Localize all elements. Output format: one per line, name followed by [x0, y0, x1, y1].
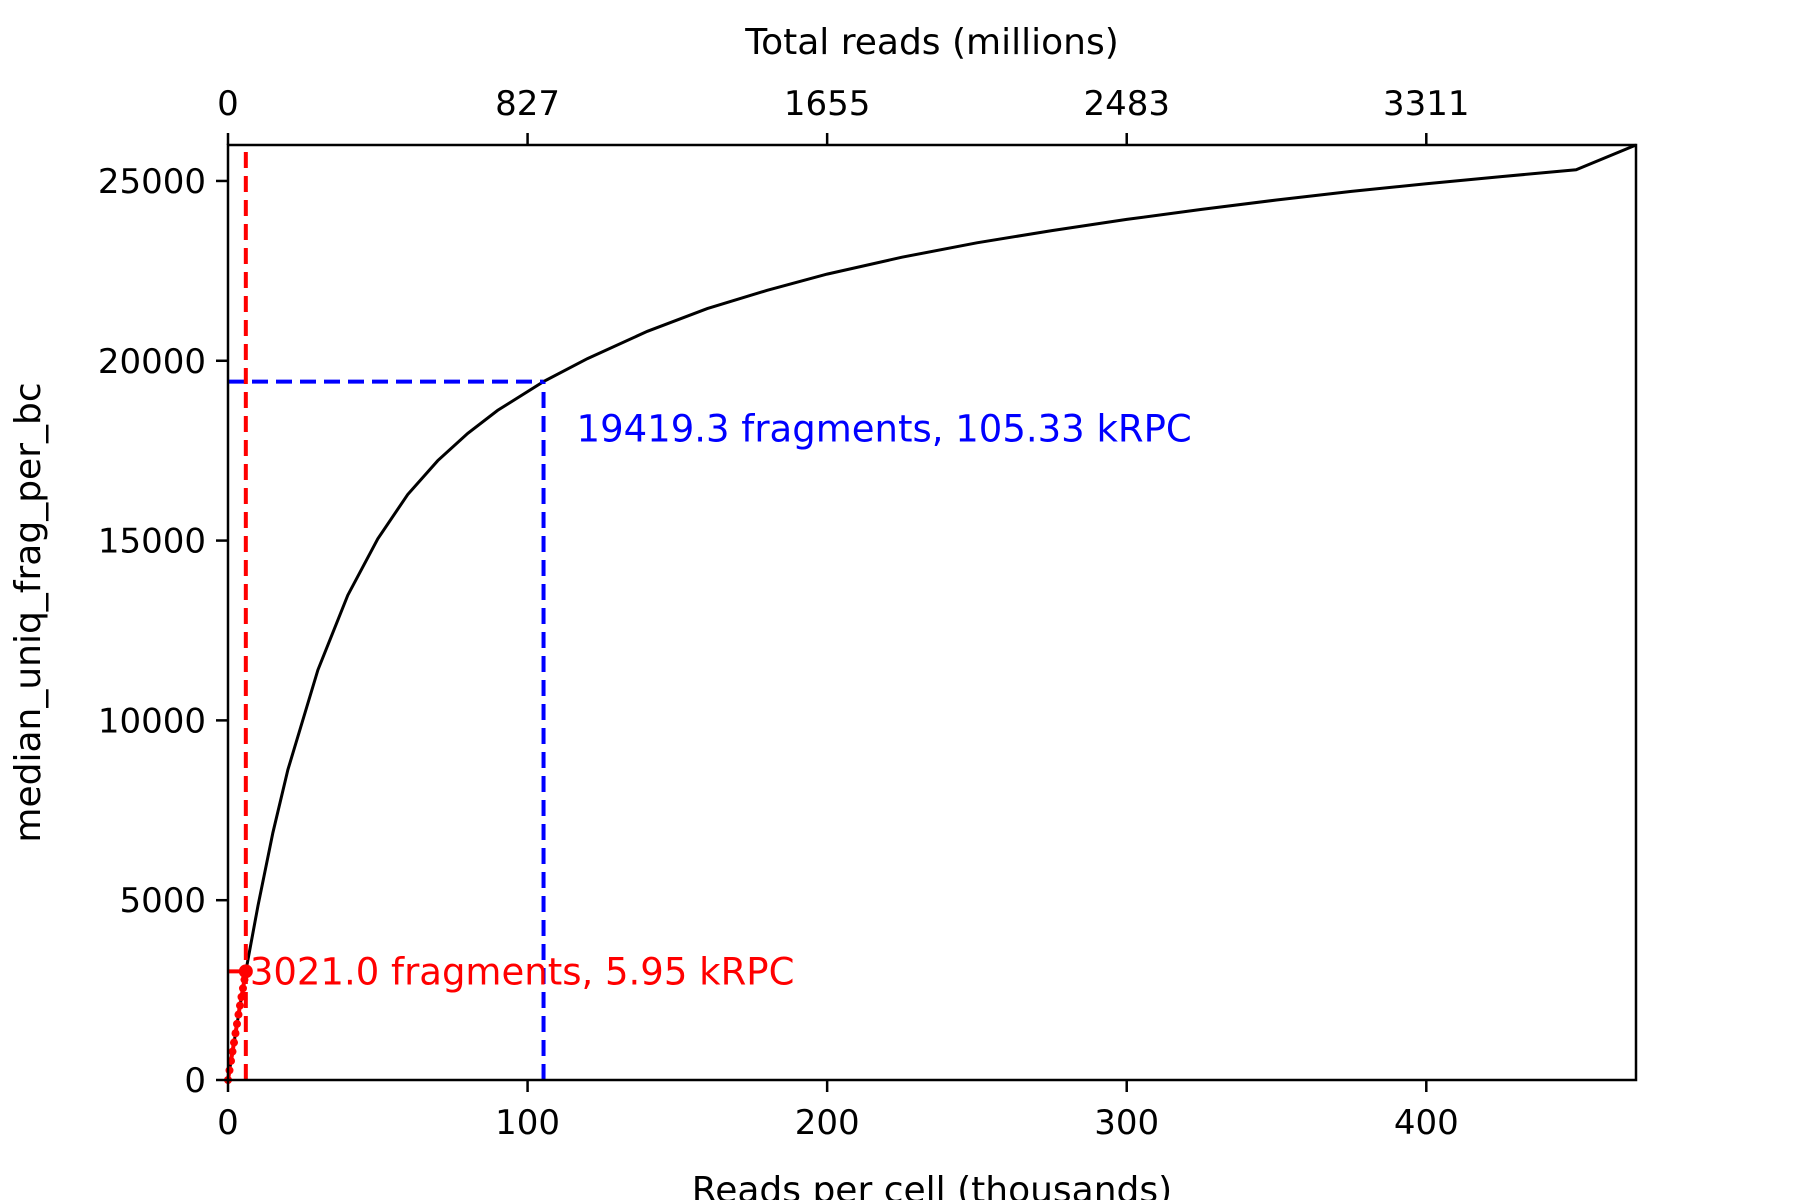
top-tick-label: 3311 — [1383, 84, 1470, 124]
top-tick-label: 827 — [495, 84, 560, 124]
y-tick-label: 5000 — [119, 881, 206, 921]
axis-ticks: 0 100 200 300 400 0 827 1655 2483 3311 0 5000 10000 1… — [98, 84, 1470, 1143]
x-tick-label: 300 — [1094, 1103, 1159, 1143]
y-tick-label: 20000 — [98, 342, 206, 382]
red-marker-point — [232, 1019, 241, 1028]
top-tick-label: 1655 — [784, 84, 871, 124]
red-marker-point — [231, 1029, 240, 1038]
saturation-curve — [226, 143, 1637, 1081]
top-x-axis-label: Total reads (millions) — [744, 22, 1119, 63]
red-marker-point — [225, 1066, 234, 1075]
x-tick-label: 200 — [795, 1103, 860, 1143]
red-marker-point — [234, 1010, 243, 1019]
red-highlight-point — [238, 964, 253, 979]
y-tick-label: 10000 — [98, 701, 206, 741]
red-marker-point — [229, 1038, 238, 1047]
red-marker-point — [235, 1001, 244, 1010]
x-tick-label: 0 — [217, 1103, 239, 1143]
top-tick-label: 2483 — [1083, 84, 1170, 124]
x-axis-label: Reads per cell (thousands) — [692, 1170, 1172, 1200]
x-tick-label: 100 — [495, 1103, 560, 1143]
annotation-blue: 19419.3 fragments, 105.33 kRPC — [577, 408, 1192, 451]
red-marker-point — [238, 984, 247, 993]
red-marker-point — [228, 1047, 237, 1056]
annotation-red: 3021.0 fragments, 5.95 kRPC — [250, 950, 795, 993]
y-tick-label: 0 — [184, 1061, 206, 1101]
y-axis-label: median_uniq_frag_per_bc — [8, 382, 49, 842]
y-tick-label: 25000 — [98, 162, 206, 202]
x-tick-label: 400 — [1394, 1103, 1459, 1143]
plot-frame — [226, 143, 1638, 1082]
chart-marks — [224, 143, 1637, 1084]
red-marker-point — [237, 992, 246, 1001]
y-tick-label: 15000 — [98, 522, 206, 562]
top-tick-label: 0 — [217, 84, 239, 124]
